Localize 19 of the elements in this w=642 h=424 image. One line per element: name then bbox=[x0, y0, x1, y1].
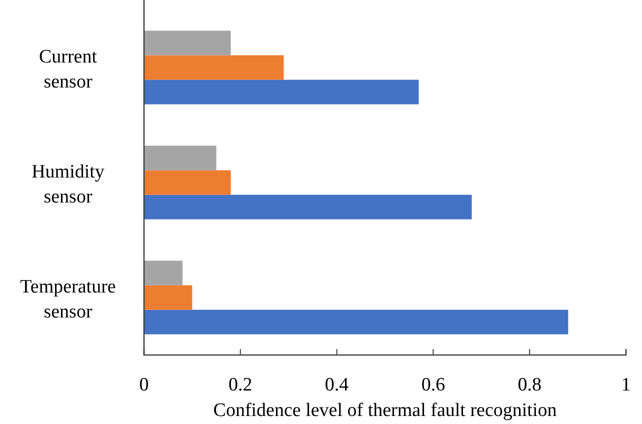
bar bbox=[144, 260, 183, 286]
y-tick-label: Current sensor bbox=[38, 46, 98, 92]
x-tick-label: 0.2 bbox=[228, 374, 252, 396]
bar bbox=[144, 310, 568, 334]
bar bbox=[144, 194, 472, 220]
bar bbox=[144, 146, 216, 170]
bar bbox=[144, 30, 231, 56]
bar bbox=[144, 285, 192, 310]
bar bbox=[144, 55, 284, 80]
x-tick-label: 0.6 bbox=[421, 374, 446, 396]
x-tick-label: 0.8 bbox=[518, 374, 542, 396]
y-tick-label: Temperature sensor bbox=[20, 276, 116, 322]
bar bbox=[144, 170, 231, 195]
x-axis-title: Confidence level of thermal fault recognition bbox=[213, 400, 558, 421]
bar bbox=[144, 80, 419, 104]
y-tick-label: Humidity sensor bbox=[32, 162, 105, 208]
x-tick-label: 1 bbox=[621, 374, 631, 396]
x-tick-label: 0 bbox=[139, 374, 149, 396]
x-tick-label: 0.4 bbox=[324, 374, 350, 396]
